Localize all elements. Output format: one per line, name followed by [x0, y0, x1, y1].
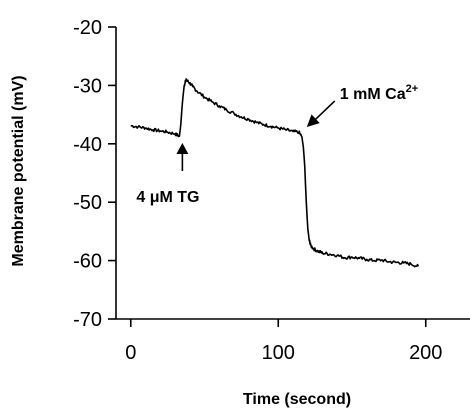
y-axis-ticks: -20 -30 -40 -50 -60 -70 — [73, 17, 116, 331]
y-axis-title: Membrane potential (mV) — [10, 75, 27, 266]
y-tick-label: -40 — [73, 134, 102, 156]
arrow-ca-head-icon — [306, 114, 320, 127]
x-axis-title: Time (second) — [243, 391, 351, 408]
annotation-ca: 1 mM Ca2+ — [306, 83, 418, 127]
annotation-ca-superscript: 2+ — [406, 83, 419, 95]
y-tick-label: -60 — [73, 251, 102, 273]
x-tick-label: 0 — [125, 342, 136, 364]
annotation-ca-text: 1 mM Ca — [340, 86, 406, 103]
annotation-tg: 4 μM TG — [136, 143, 200, 206]
y-tick-label: -70 — [73, 309, 102, 331]
annotation-ca-label: 1 mM Ca2+ — [340, 83, 418, 103]
y-tick-label: -30 — [73, 75, 102, 97]
y-tick-label: -20 — [73, 17, 102, 39]
arrow-tg-head-icon — [176, 143, 189, 155]
arrow-ca-icon — [312, 100, 336, 123]
x-axis-ticks: 0 100 200 — [125, 319, 442, 364]
x-tick-label: 100 — [262, 342, 295, 364]
membrane-potential-trace — [130, 78, 420, 268]
x-tick-label: 200 — [409, 342, 442, 364]
y-tick-label: -50 — [73, 192, 102, 214]
annotation-tg-label: 4 μM TG — [136, 189, 199, 206]
